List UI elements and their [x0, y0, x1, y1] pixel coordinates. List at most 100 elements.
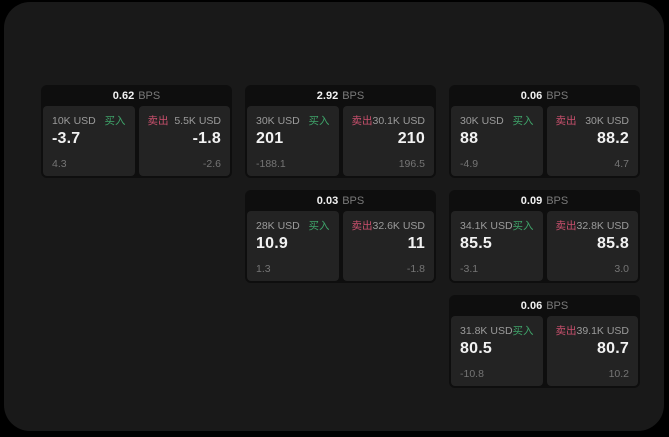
sell-sub-value: -1.8	[406, 263, 425, 275]
tile-top-row: 28K USD 买入	[256, 218, 330, 233]
buy-quote-tile[interactable]: 10K USD 买入 -3.7 4.3	[43, 106, 135, 176]
sell-sub-value: 196.5	[398, 158, 425, 170]
bps-value: 2.92	[316, 89, 339, 102]
bps-value: 0.06	[520, 299, 543, 312]
sell-sub-value: 10.2	[608, 368, 629, 380]
card-body: 31.8K USD 买入 80.5 -10.8 卖出 39.1K USD 80.…	[449, 316, 640, 388]
quote-card: 2.92 BPS 30K USD 买入 201 -188.1 卖出 30.1K …	[245, 85, 436, 178]
bps-header: 0.03 BPS	[245, 190, 436, 211]
sell-price-value: -1.8	[192, 130, 221, 147]
tile-top-row: 30K USD 买入	[460, 113, 534, 128]
buy-quote-tile[interactable]: 30K USD 买入 88 -4.9	[451, 106, 543, 176]
buy-size-label: 10K USD	[52, 115, 96, 127]
app-panel: 0.62 BPS 10K USD 买入 -3.7 4.3 卖出 5.5K USD	[4, 2, 664, 431]
buy-sub-value: -4.9	[460, 158, 479, 170]
buy-price-value: 80.5	[460, 340, 492, 357]
buy-price-value: 88	[460, 130, 479, 147]
tile-top-row: 34.1K USD 买入	[460, 218, 534, 233]
sell-sub-value: 4.7	[614, 158, 629, 170]
bps-header: 2.92 BPS	[245, 85, 436, 106]
sell-side-label: 卖出	[351, 115, 373, 127]
buy-quote-tile[interactable]: 30K USD 买入 201 -188.1	[247, 106, 339, 176]
bps-value: 0.62	[112, 89, 135, 102]
sell-side-label: 卖出	[147, 115, 169, 127]
bps-unit-label: BPS	[342, 194, 365, 207]
sell-sub-value: -2.6	[202, 158, 221, 170]
sell-price-value: 88.2	[597, 130, 629, 147]
buy-side-label: 买入	[512, 220, 534, 232]
buy-side-label: 买入	[308, 220, 330, 232]
buy-size-label: 30K USD	[256, 115, 300, 127]
sell-quote-tile[interactable]: 卖出 32.8K USD 85.8 3.0	[546, 211, 638, 281]
sell-size-label: 32.8K USD	[576, 220, 630, 232]
sell-size-label: 5.5K USD	[174, 115, 221, 127]
buy-quote-tile[interactable]: 31.8K USD 买入 80.5 -10.8	[451, 316, 543, 386]
tile-top-row: 31.8K USD 买入	[460, 323, 534, 338]
buy-size-label: 34.1K USD	[460, 220, 513, 232]
sell-price-value: 80.7	[597, 340, 629, 357]
card-body: 28K USD 买入 10.9 1.3 卖出 32.6K USD 11 -1.8	[245, 211, 436, 283]
sell-quote-tile[interactable]: 卖出 30.1K USD 210 196.5	[342, 106, 434, 176]
buy-side-label: 买入	[104, 115, 126, 127]
card-body: 34.1K USD 买入 85.5 -3.1 卖出 32.8K USD 85.8…	[449, 211, 640, 283]
quote-cards-grid: 0.62 BPS 10K USD 买入 -3.7 4.3 卖出 5.5K USD	[41, 85, 640, 388]
bps-header: 0.62 BPS	[41, 85, 232, 106]
tile-top-row: 卖出 5.5K USD	[148, 113, 222, 128]
bps-value: 0.03	[316, 194, 339, 207]
quote-card: 0.06 BPS 30K USD 买入 88 -4.9 卖出 30K USD	[449, 85, 640, 178]
buy-size-label: 28K USD	[256, 220, 300, 232]
sell-side-label: 卖出	[555, 115, 577, 127]
bps-unit-label: BPS	[546, 89, 569, 102]
bps-unit-label: BPS	[546, 194, 569, 207]
sell-sub-value: 3.0	[614, 263, 629, 275]
sell-quote-tile[interactable]: 卖出 32.6K USD 11 -1.8	[342, 211, 434, 281]
buy-size-label: 30K USD	[460, 115, 504, 127]
card-body: 30K USD 买入 88 -4.9 卖出 30K USD 88.2 4.7	[449, 106, 640, 178]
card-body: 30K USD 买入 201 -188.1 卖出 30.1K USD 210 1…	[245, 106, 436, 178]
quote-card: 0.06 BPS 31.8K USD 买入 80.5 -10.8 卖出 39.1…	[449, 295, 640, 388]
buy-side-label: 买入	[512, 325, 534, 337]
buy-sub-value: 1.3	[256, 263, 271, 275]
tile-top-row: 卖出 32.8K USD	[556, 218, 630, 233]
sell-size-label: 30.1K USD	[372, 115, 426, 127]
buy-quote-tile[interactable]: 34.1K USD 买入 85.5 -3.1	[451, 211, 543, 281]
tile-top-row: 卖出 32.6K USD	[352, 218, 426, 233]
sell-side-label: 卖出	[351, 220, 373, 232]
sell-size-label: 39.1K USD	[576, 325, 630, 337]
buy-price-value: 201	[256, 130, 284, 147]
sell-price-value: 210	[397, 130, 425, 147]
sell-quote-tile[interactable]: 卖出 30K USD 88.2 4.7	[546, 106, 638, 176]
tile-top-row: 卖出 30.1K USD	[352, 113, 426, 128]
sell-price-value: 85.8	[597, 235, 629, 252]
buy-sub-value: 4.3	[52, 158, 67, 170]
sell-side-label: 卖出	[555, 220, 577, 232]
sell-price-value: 11	[407, 235, 425, 252]
sell-size-label: 30K USD	[585, 115, 629, 127]
bps-unit-label: BPS	[546, 299, 569, 312]
buy-quote-tile[interactable]: 28K USD 买入 10.9 1.3	[247, 211, 339, 281]
tile-top-row: 30K USD 买入	[256, 113, 330, 128]
quote-card: 0.62 BPS 10K USD 买入 -3.7 4.3 卖出 5.5K USD	[41, 85, 232, 178]
sell-quote-tile[interactable]: 卖出 39.1K USD 80.7 10.2	[546, 316, 638, 386]
buy-side-label: 买入	[308, 115, 330, 127]
bps-header: 0.06 BPS	[449, 295, 640, 316]
bps-value: 0.06	[520, 89, 543, 102]
buy-size-label: 31.8K USD	[460, 325, 513, 337]
bps-header: 0.09 BPS	[449, 190, 640, 211]
sell-side-label: 卖出	[555, 325, 577, 337]
bps-header: 0.06 BPS	[449, 85, 640, 106]
buy-side-label: 买入	[512, 115, 534, 127]
tile-top-row: 卖出 30K USD	[556, 113, 630, 128]
buy-sub-value: -188.1	[256, 158, 286, 170]
buy-price-value: 10.9	[256, 235, 288, 252]
quote-card: 0.09 BPS 34.1K USD 买入 85.5 -3.1 卖出 32.8K…	[449, 190, 640, 283]
bps-unit-label: BPS	[342, 89, 365, 102]
sell-size-label: 32.6K USD	[372, 220, 426, 232]
quote-card: 0.03 BPS 28K USD 买入 10.9 1.3 卖出 32.6K US…	[245, 190, 436, 283]
buy-price-value: 85.5	[460, 235, 492, 252]
buy-sub-value: -10.8	[460, 368, 484, 380]
sell-quote-tile[interactable]: 卖出 5.5K USD -1.8 -2.6	[138, 106, 230, 176]
card-body: 10K USD 买入 -3.7 4.3 卖出 5.5K USD -1.8 -2.…	[41, 106, 232, 178]
tile-top-row: 10K USD 买入	[52, 113, 126, 128]
tile-top-row: 卖出 39.1K USD	[556, 323, 630, 338]
